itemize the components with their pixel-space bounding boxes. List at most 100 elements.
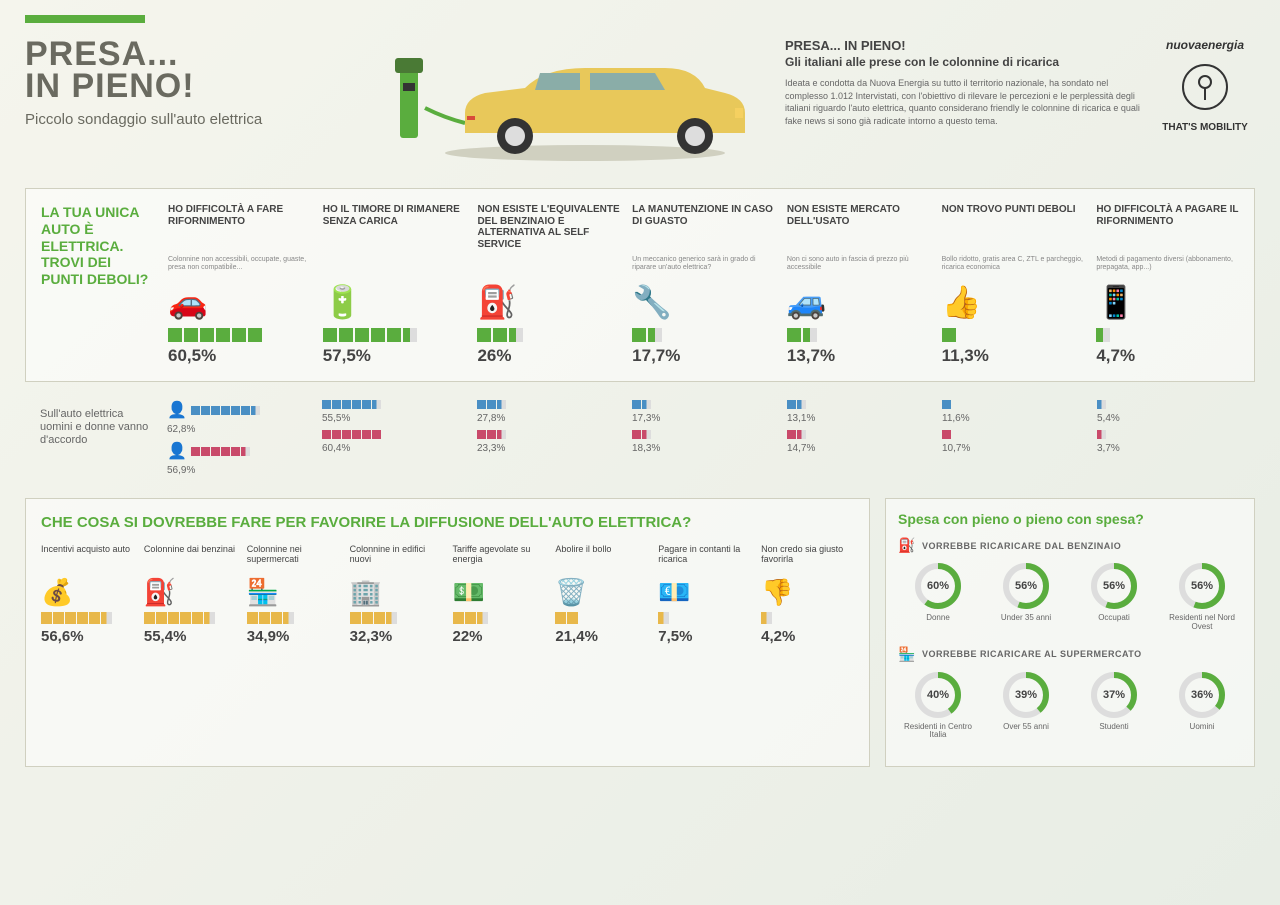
donut-label: Occupati — [1074, 614, 1154, 623]
s3-bar — [555, 612, 648, 624]
col-title: LA MANUTENZIONE IN CASO DI GUASTO — [632, 204, 775, 256]
s3-col-7: Non credo sia giusto favorirla 👎 4,2% — [761, 544, 854, 645]
bar-chart — [787, 328, 930, 342]
s3-col-2: Colonnine nei supermercati 🏪 34,9% — [247, 544, 340, 645]
male-bar — [477, 400, 506, 409]
s3-pct: 56,6% — [41, 628, 134, 645]
donut-pct: 56% — [1103, 580, 1125, 592]
s3-icon: 💰 — [41, 572, 134, 612]
desc-subtitle: Gli italiani alle prese con le colonnine… — [785, 55, 1140, 69]
logo-mobility: THAT'S MOBILITY — [1162, 122, 1248, 133]
bar-chart — [323, 328, 466, 342]
bar-chart — [1096, 328, 1239, 342]
col-sub: Un meccanico generico sarà in grado di r… — [632, 256, 775, 276]
male-bar — [787, 400, 806, 409]
donut-label: Uomini — [1162, 723, 1242, 732]
female-pct: 60,4% — [322, 443, 465, 454]
male-bar — [322, 400, 381, 409]
female-pct: 14,7% — [787, 443, 930, 454]
question-label: LA TUA UNICA AUTO È ELETTRICA. TROVI DEI… — [41, 204, 156, 366]
female-pct: 18,3% — [632, 443, 775, 454]
desc-text: Ideata e condotta da Nuova Energia su tu… — [785, 77, 1140, 127]
s1-col-6: HO DIFFICOLTÀ A PAGARE IL RIFORNIMENTO M… — [1096, 204, 1239, 366]
s4-title: Spesa con pieno o pieno con spesa? — [898, 511, 1242, 527]
col-icon: 🚙 — [787, 276, 930, 328]
donut-item: 37% Studenti — [1074, 671, 1154, 741]
female-bar — [322, 430, 381, 439]
section-diffusion: CHE COSA SI DOVREBBE FARE PER FAVORIRE L… — [25, 498, 870, 767]
s3-bar — [350, 612, 443, 624]
donut-label: Donne — [898, 614, 978, 623]
donut-label: Residenti nel Nord Ovest — [1162, 614, 1242, 632]
s1-col-4: NON ESISTE MERCATO DELL'USATO Non ci son… — [787, 204, 930, 366]
s3-col-3: Colonnine in edifici nuovi 🏢 32,3% — [350, 544, 443, 645]
pct-value: 57,5% — [323, 346, 466, 366]
bar-chart — [168, 328, 311, 342]
logo-mobility-icon — [1180, 62, 1230, 112]
male-pct: 13,1% — [787, 413, 930, 424]
s3-pct: 4,2% — [761, 628, 854, 645]
s3-icon: 🏪 — [247, 572, 340, 612]
s2-col-1: 55,5% 60,4% — [322, 400, 465, 476]
col-sub — [477, 256, 620, 276]
donut-label: Residenti in Centro Italia — [898, 723, 978, 741]
pct-value: 13,7% — [787, 346, 930, 366]
female-bar — [191, 447, 250, 456]
s3-col-5: Abolire il bollo 🗑️ 21,4% — [555, 544, 648, 645]
bar-chart — [477, 328, 620, 342]
section-gender: Sull'auto elettrica uomini e donne vanno… — [25, 390, 1255, 486]
s3-icon: ⛽ — [144, 572, 237, 612]
col-icon: 🚗 — [168, 276, 311, 328]
donut-label: Studenti — [1074, 723, 1154, 732]
s3-icon: 💵 — [453, 572, 546, 612]
pct-value: 60,5% — [168, 346, 311, 366]
s2-col-3: 17,3% 18,3% — [632, 400, 775, 476]
col-sub: Metodi di pagamento diversi (abbonamento… — [1096, 256, 1239, 276]
male-pct: 55,5% — [322, 413, 465, 424]
s2-col-5: 11,6% 10,7% — [942, 400, 1085, 476]
col-sub: Colonnine non accessibili, occupate, gua… — [168, 256, 311, 276]
col-icon: 👍 — [942, 276, 1085, 328]
s2-col-4: 13,1% 14,7% — [787, 400, 930, 476]
s3-pct: 55,4% — [144, 628, 237, 645]
col-icon: 🔋 — [323, 276, 466, 328]
s3-col-title: Pagare in contanti la ricarica — [658, 544, 751, 572]
bar-chart — [942, 328, 1085, 342]
s3-pct: 22% — [453, 628, 546, 645]
gender-label: Sull'auto elettrica uomini e donne vanno… — [40, 400, 155, 476]
col-title: NON ESISTE L'EQUIVALENTE DEL BENZINAIO E… — [477, 204, 620, 256]
female-bar — [1097, 430, 1106, 439]
donut-item: 56% Occupati — [1074, 562, 1154, 632]
col-title: NON TROVO PUNTI DEBOLI — [942, 204, 1085, 256]
top-accent-bar — [25, 15, 145, 23]
s1-col-0: HO DIFFICOLTÀ A FARE RIFORNIMENTO Colonn… — [168, 204, 311, 366]
s3-icon: 👎 — [761, 572, 854, 612]
s1-col-2: NON ESISTE L'EQUIVALENTE DEL BENZINAIO E… — [477, 204, 620, 366]
s3-col-1: Colonnine dai benzinai ⛽ 55,4% — [144, 544, 237, 645]
male-bar — [1097, 400, 1106, 409]
col-icon: ⛽ — [477, 276, 620, 328]
s2-col-0: 👤 62,8% 👤 56,9% — [167, 400, 310, 476]
s3-bar — [658, 612, 751, 624]
s3-col-title: Non credo sia giusto favorirla — [761, 544, 854, 572]
s3-col-title: Abolire il bollo — [555, 544, 648, 572]
s3-icon: 🏢 — [350, 572, 443, 612]
male-bar — [191, 406, 260, 415]
female-pct: 56,9% — [167, 465, 310, 476]
s1-col-3: LA MANUTENZIONE IN CASO DI GUASTO Un mec… — [632, 204, 775, 366]
donut-item: 60% Donne — [898, 562, 978, 632]
logo-nuovaenergia: nuovaenergia — [1166, 38, 1244, 52]
donut-item: 40% Residenti in Centro Italia — [898, 671, 978, 741]
s3-col-title: Tariffe agevolate su energia — [453, 544, 546, 572]
pct-value: 17,7% — [632, 346, 775, 366]
donut-item: 36% Uomini — [1162, 671, 1242, 741]
female-bar — [787, 430, 806, 439]
col-title: HO DIFFICOLTÀ A PAGARE IL RIFORNIMENTO — [1096, 204, 1239, 256]
s2-col-2: 27,8% 23,3% — [477, 400, 620, 476]
s3-title: CHE COSA SI DOVREBBE FARE PER FAVORIRE L… — [41, 514, 854, 532]
main-subtitle: Piccolo sondaggio sull'auto elettrica — [25, 111, 365, 128]
donut-item: 56% Under 35 anni — [986, 562, 1066, 632]
pct-value: 11,3% — [942, 346, 1085, 366]
s4-sub2: 🏪VORREBBE RICARICARE AL SUPERMERCATO — [898, 646, 1242, 663]
s3-bar — [247, 612, 340, 624]
